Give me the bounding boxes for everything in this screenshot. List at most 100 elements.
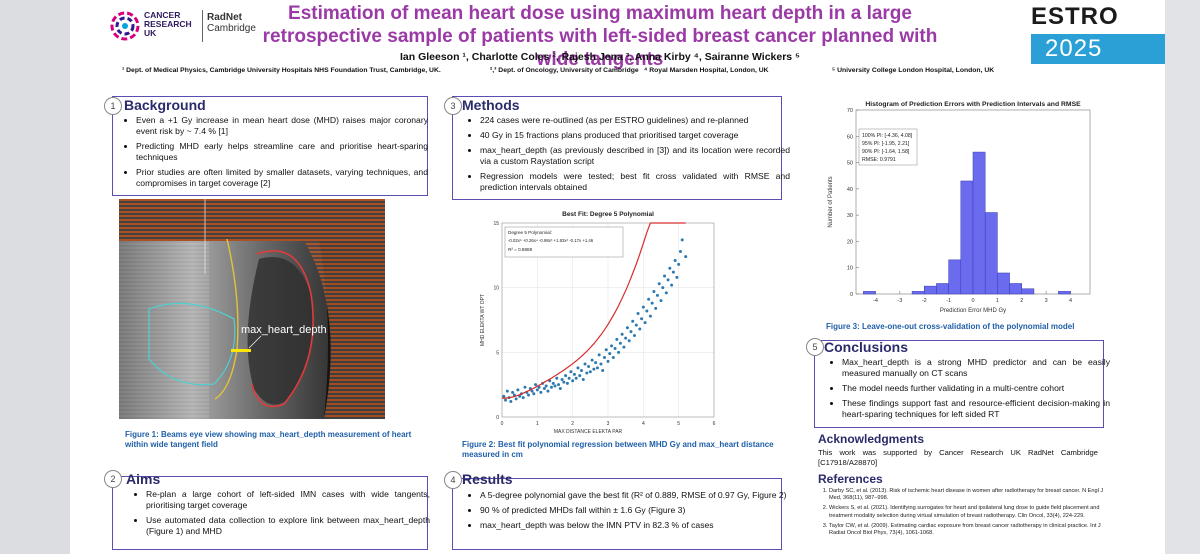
y-tick-label: 0 [850,292,853,298]
data-point [655,293,659,297]
data-point [597,353,601,357]
y-tick-label: 60 [847,134,853,140]
data-point [675,275,679,279]
list-item: max_heart_depth (as previously described… [480,145,790,167]
histogram-bar [1021,288,1035,295]
data-point [666,278,670,282]
data-point [618,341,622,345]
methods-heading: Methods [462,97,520,113]
chart-title: Best Fit: Degree 5 Polynomial [562,211,654,218]
radnet-line-2: Cambridge [207,23,256,34]
cruk-wordmark: CANCER RESEARCH UK [144,11,192,38]
data-point [615,337,619,341]
methods-bullets: 224 cases were re-outlined (as per ESTRO… [466,115,790,197]
data-point [514,397,518,401]
estro-wordmark: ESTRO [1031,3,1119,30]
affiliation-1: ¹ Dept. of Medical Physics, Cambridge Un… [122,67,441,74]
legend-equation: -0.02x⁵ +0.26x⁴ -0.98x³ +1.83x² -0.17x +… [508,238,594,243]
x-tick-label: 3 [607,421,610,427]
y-tick-label: 20 [847,239,853,245]
histogram-bar [936,283,949,295]
histogram-bar [924,285,937,295]
list-item: Prior studies are often limited by small… [136,167,428,189]
data-point [668,266,672,270]
data-point [532,392,536,396]
data-point [671,270,675,274]
affiliation-3: ⁴ Royal Marsden Hospital, London, UK [644,67,769,74]
data-point [539,390,543,394]
annotation-text: 95% PI: [-1.95, 2.21] [862,141,910,147]
x-tick-label: 2 [571,421,574,427]
radnet-wordmark: RadNet Cambridge [207,12,256,34]
list-item: max_heart_depth was below the IMN PTV in… [480,520,790,531]
data-point [640,317,644,321]
cruk-rings-icon [110,11,140,41]
figure-3-caption: Figure 3: Leave-one-out cross-validation… [826,322,1075,331]
data-point [551,381,555,385]
y-tick-label: 10 [493,286,499,292]
data-point [564,374,568,378]
data-point [625,326,629,330]
data-point [650,301,654,305]
histogram-bar [1058,291,1071,295]
background-section [112,96,428,196]
histogram-bar [972,151,986,295]
chart-title: Histogram of Prediction Errors with Pred… [865,101,1081,108]
histogram-bar [997,272,1010,295]
data-point [571,379,575,383]
radnet-line-1: RadNet [207,12,243,23]
fit-curve [502,222,686,399]
figure-1-caption: Figure 1: Beams eye view showing max_hea… [125,430,412,449]
acknowledgments-text: This work was supported by Cancer Resear… [818,448,1098,467]
aims-section [112,476,428,550]
figure-3-histogram-chart: Histogram of Prediction Errors with Pred… [828,101,1091,314]
y-tick-label: 50 [847,161,853,167]
histogram-bar [863,291,876,295]
results-bullets: A 5-degree polynomial gave the best fit … [466,490,790,535]
data-point [581,377,585,381]
histogram-bar [948,259,962,295]
list-item: Regression models were tested; best fit … [480,171,790,193]
data-point [627,339,631,343]
background-heading: Background [124,97,206,113]
aims-bullets: Re-plan a large cohort of left-sided IMN… [132,489,430,541]
data-point [652,290,656,294]
x-tick-label: 4 [642,421,645,427]
x-axis-label: MAX DISTANCE ELEKTA PAR [554,429,623,435]
annotation-text: 100% PI: [-4.36, 4.08] [862,133,913,139]
data-point [567,376,571,380]
data-point [549,385,553,389]
data-point [504,398,508,402]
acknowledgments-heading: Acknowledgments [818,432,925,446]
x-tick-label: 0 [501,421,504,427]
x-tick-label: 1 [996,298,999,304]
data-point [578,374,582,378]
data-point [641,305,645,309]
y-tick-label: 15 [493,221,499,227]
histogram-bar [911,291,925,295]
data-point [562,380,566,384]
data-point [661,286,665,290]
data-point [634,323,638,327]
data-point [636,312,640,316]
data-point [678,249,682,253]
legend-r2: R² = 0.8889 [508,247,533,252]
plot-frame [501,222,715,418]
data-point [617,350,621,354]
list-item: Max_heart_depth is a strong MHD predicto… [842,357,1110,379]
x-axis-label: Prediction Error MHD Gy [940,308,1006,314]
data-point [673,259,677,263]
x-tick-label: -4 [873,298,878,304]
data-point [542,387,546,391]
conclusions-bullets: Max_heart_depth is a strong MHD predicto… [828,357,1110,424]
logo-divider [202,10,203,42]
data-point [631,319,635,323]
data-point [558,387,562,391]
y-tick-label: 10 [847,266,853,272]
poster-title: Estimation of mean heart dose using maxi… [262,3,938,70]
cruk-line-2: RESEARCH [144,19,192,29]
section-number-1: 1 [104,97,122,115]
figure-2-scatter-chart: Best Fit: Degree 5 Polynomial 0 1 2 3 4 5 6 0 5 10… [480,211,716,435]
ct-scan-graphic: max_heart_depth [119,199,385,419]
data-point [521,396,525,400]
